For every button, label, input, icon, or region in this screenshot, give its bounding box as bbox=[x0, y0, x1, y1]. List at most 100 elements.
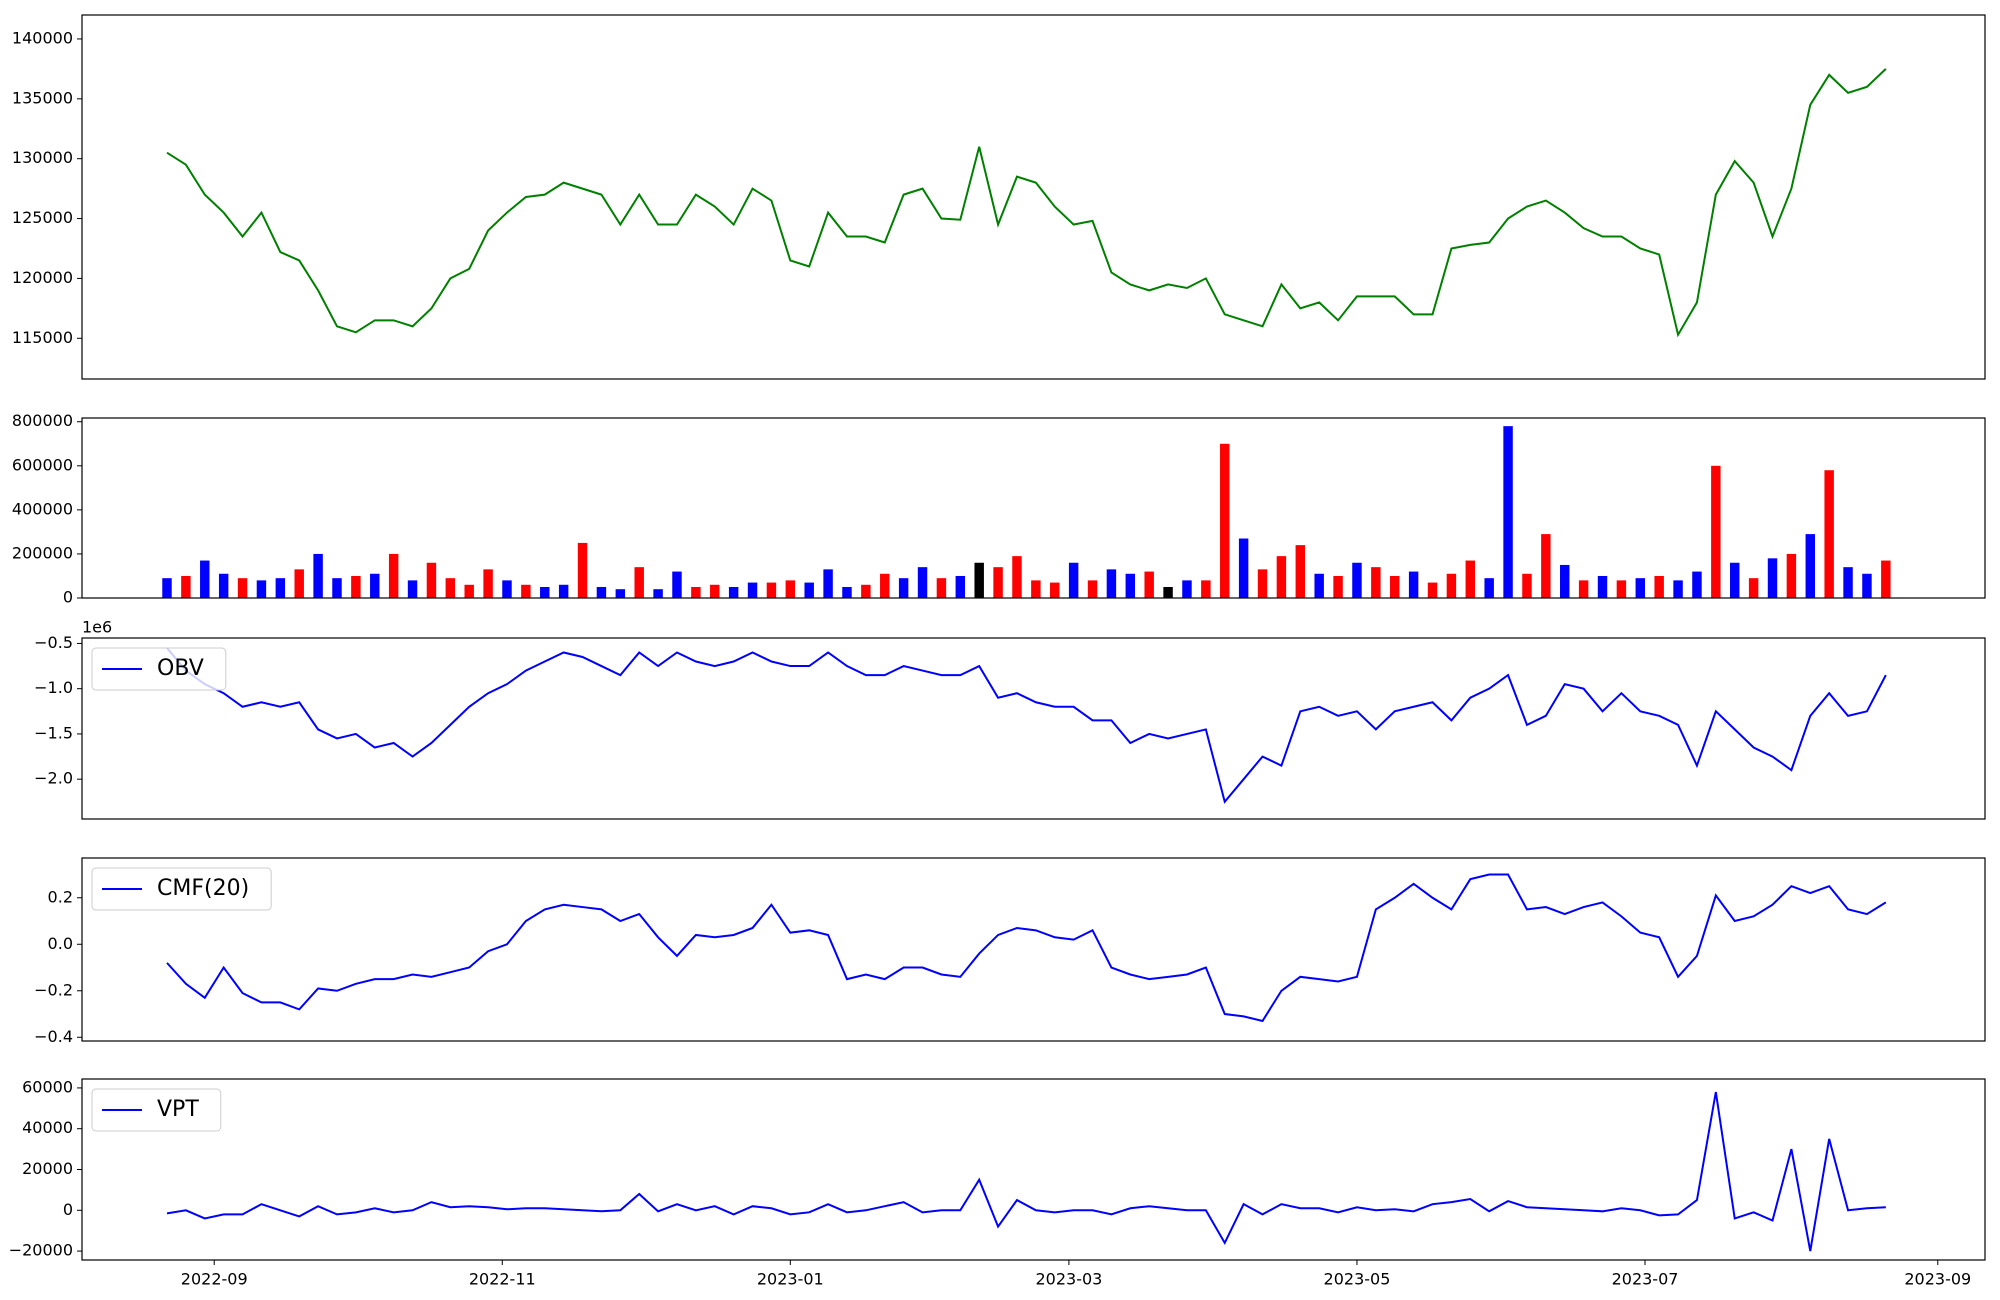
volume-bar bbox=[1843, 567, 1853, 598]
x-tick-label: 2022-11 bbox=[469, 1270, 536, 1289]
volume-bar bbox=[936, 578, 947, 598]
panel: 115000 120000 125000 130000 135000 140000 bbox=[12, 14, 1986, 380]
volume-bar bbox=[747, 582, 758, 598]
y-tick-label: 800000 bbox=[12, 411, 73, 430]
volume-bar bbox=[426, 562, 437, 598]
y-tick-label: 40000 bbox=[22, 1118, 73, 1137]
volume-bar bbox=[313, 553, 323, 598]
volume-bar bbox=[351, 575, 361, 598]
volume-bar bbox=[1446, 573, 1457, 598]
volume-bar bbox=[1371, 567, 1381, 598]
y-tick-label: 0.2 bbox=[48, 887, 73, 906]
panel: −20000 0 20000 40000 60000 VPT 2022-09 2022-11 2… bbox=[9, 1077, 1986, 1289]
axes-frame bbox=[81, 857, 1986, 1042]
y-tick-label: −0.2 bbox=[34, 980, 73, 999]
volume-bar bbox=[1257, 569, 1268, 598]
line-series bbox=[166, 873, 1887, 1023]
volume-bar bbox=[1068, 562, 1079, 598]
y-tick-label: −20000 bbox=[9, 1241, 73, 1260]
y-tick-label: 135000 bbox=[12, 88, 73, 107]
volume-bar bbox=[898, 578, 909, 598]
volume-bar bbox=[1125, 573, 1136, 598]
y-tick-label: −2.0 bbox=[34, 769, 73, 788]
volume-bar bbox=[218, 573, 229, 598]
y-tick-label: 120000 bbox=[12, 268, 73, 287]
volume-bar bbox=[1522, 573, 1532, 598]
legend-label: OBV bbox=[157, 656, 204, 681]
volume-bar bbox=[615, 589, 626, 598]
legend: VPT bbox=[91, 1088, 222, 1132]
x-tick-label: 2023-07 bbox=[1612, 1270, 1679, 1289]
y-tick-label: 0.0 bbox=[48, 934, 73, 953]
panel: −2.0 −1.5 −1.0 −0.5 1e6 OBV bbox=[34, 618, 1986, 820]
volume-bar bbox=[1390, 575, 1400, 598]
y-tick-label: −1.0 bbox=[34, 678, 73, 697]
x-tick-label: 2023-01 bbox=[757, 1270, 824, 1289]
volume-bar bbox=[842, 586, 852, 598]
line-series bbox=[166, 68, 1887, 338]
line-series bbox=[166, 1091, 1886, 1252]
x-tick-label: 2022-09 bbox=[181, 1270, 248, 1289]
volume-bar bbox=[445, 578, 456, 598]
line-series bbox=[166, 647, 1887, 804]
volume-bar bbox=[370, 573, 380, 598]
volume-bar bbox=[1050, 582, 1060, 598]
volume-bar bbox=[1862, 573, 1872, 598]
volume-bar bbox=[823, 569, 833, 598]
volume-bar bbox=[1106, 569, 1117, 598]
volume-bar bbox=[1465, 560, 1476, 598]
volume-bar bbox=[728, 586, 739, 598]
volume-bar bbox=[1786, 553, 1797, 598]
volume-bar bbox=[1616, 580, 1627, 598]
volume-bar bbox=[710, 584, 720, 598]
volume-bar bbox=[521, 584, 531, 598]
volume-bar bbox=[483, 569, 493, 598]
volume-bar bbox=[1597, 575, 1608, 598]
volume-bar bbox=[181, 575, 191, 598]
volume-bar bbox=[1314, 573, 1324, 598]
volume-bar bbox=[880, 573, 890, 598]
y-tick-label: 400000 bbox=[12, 499, 73, 518]
y-tick-label: 130000 bbox=[12, 148, 73, 167]
y-offset-label: 1e6 bbox=[82, 618, 112, 637]
volume-bar bbox=[672, 571, 682, 598]
volume-bar bbox=[237, 578, 248, 598]
axes-frame bbox=[81, 417, 1986, 599]
volume-bar bbox=[1503, 426, 1513, 598]
x-tick-label: 2023-05 bbox=[1324, 1270, 1391, 1289]
y-tick-label: −0.5 bbox=[34, 633, 73, 652]
volume-bar bbox=[1276, 556, 1287, 598]
y-tick-label: −0.4 bbox=[34, 1027, 73, 1046]
axes-frame bbox=[81, 14, 1986, 380]
volume-bar bbox=[464, 584, 474, 598]
volume-bar bbox=[1805, 534, 1816, 598]
y-tick-label: 200000 bbox=[12, 543, 73, 562]
volume-bar bbox=[1711, 465, 1721, 598]
y-tick-label: 60000 bbox=[22, 1077, 73, 1096]
volume-bar bbox=[917, 567, 928, 598]
volume-bar bbox=[1427, 582, 1438, 598]
volume-bar bbox=[332, 578, 342, 598]
volume-bar bbox=[294, 569, 304, 598]
volume-bar bbox=[993, 567, 1003, 598]
volume-bar bbox=[653, 589, 663, 598]
volume-bar bbox=[1578, 580, 1589, 598]
volume-bar bbox=[955, 575, 966, 598]
volume-bar bbox=[1748, 578, 1759, 598]
volume-bar bbox=[691, 586, 701, 598]
x-tick-label: 2023-09 bbox=[1904, 1270, 1971, 1289]
volume-bar bbox=[407, 580, 418, 598]
volume-bar bbox=[1201, 580, 1211, 598]
y-tick-label: 125000 bbox=[12, 208, 73, 227]
y-tick-label: 140000 bbox=[12, 28, 73, 47]
volume-bar bbox=[974, 562, 984, 598]
volume-bar bbox=[1484, 578, 1494, 598]
volume-bar bbox=[1881, 560, 1891, 598]
y-tick-label: 0 bbox=[63, 588, 73, 607]
volume-bar bbox=[1654, 575, 1664, 598]
volume-bar bbox=[804, 582, 814, 598]
volume-bar bbox=[1087, 580, 1098, 598]
x-tick-label: 2023-03 bbox=[1035, 1270, 1102, 1289]
volume-bar bbox=[1560, 564, 1570, 598]
